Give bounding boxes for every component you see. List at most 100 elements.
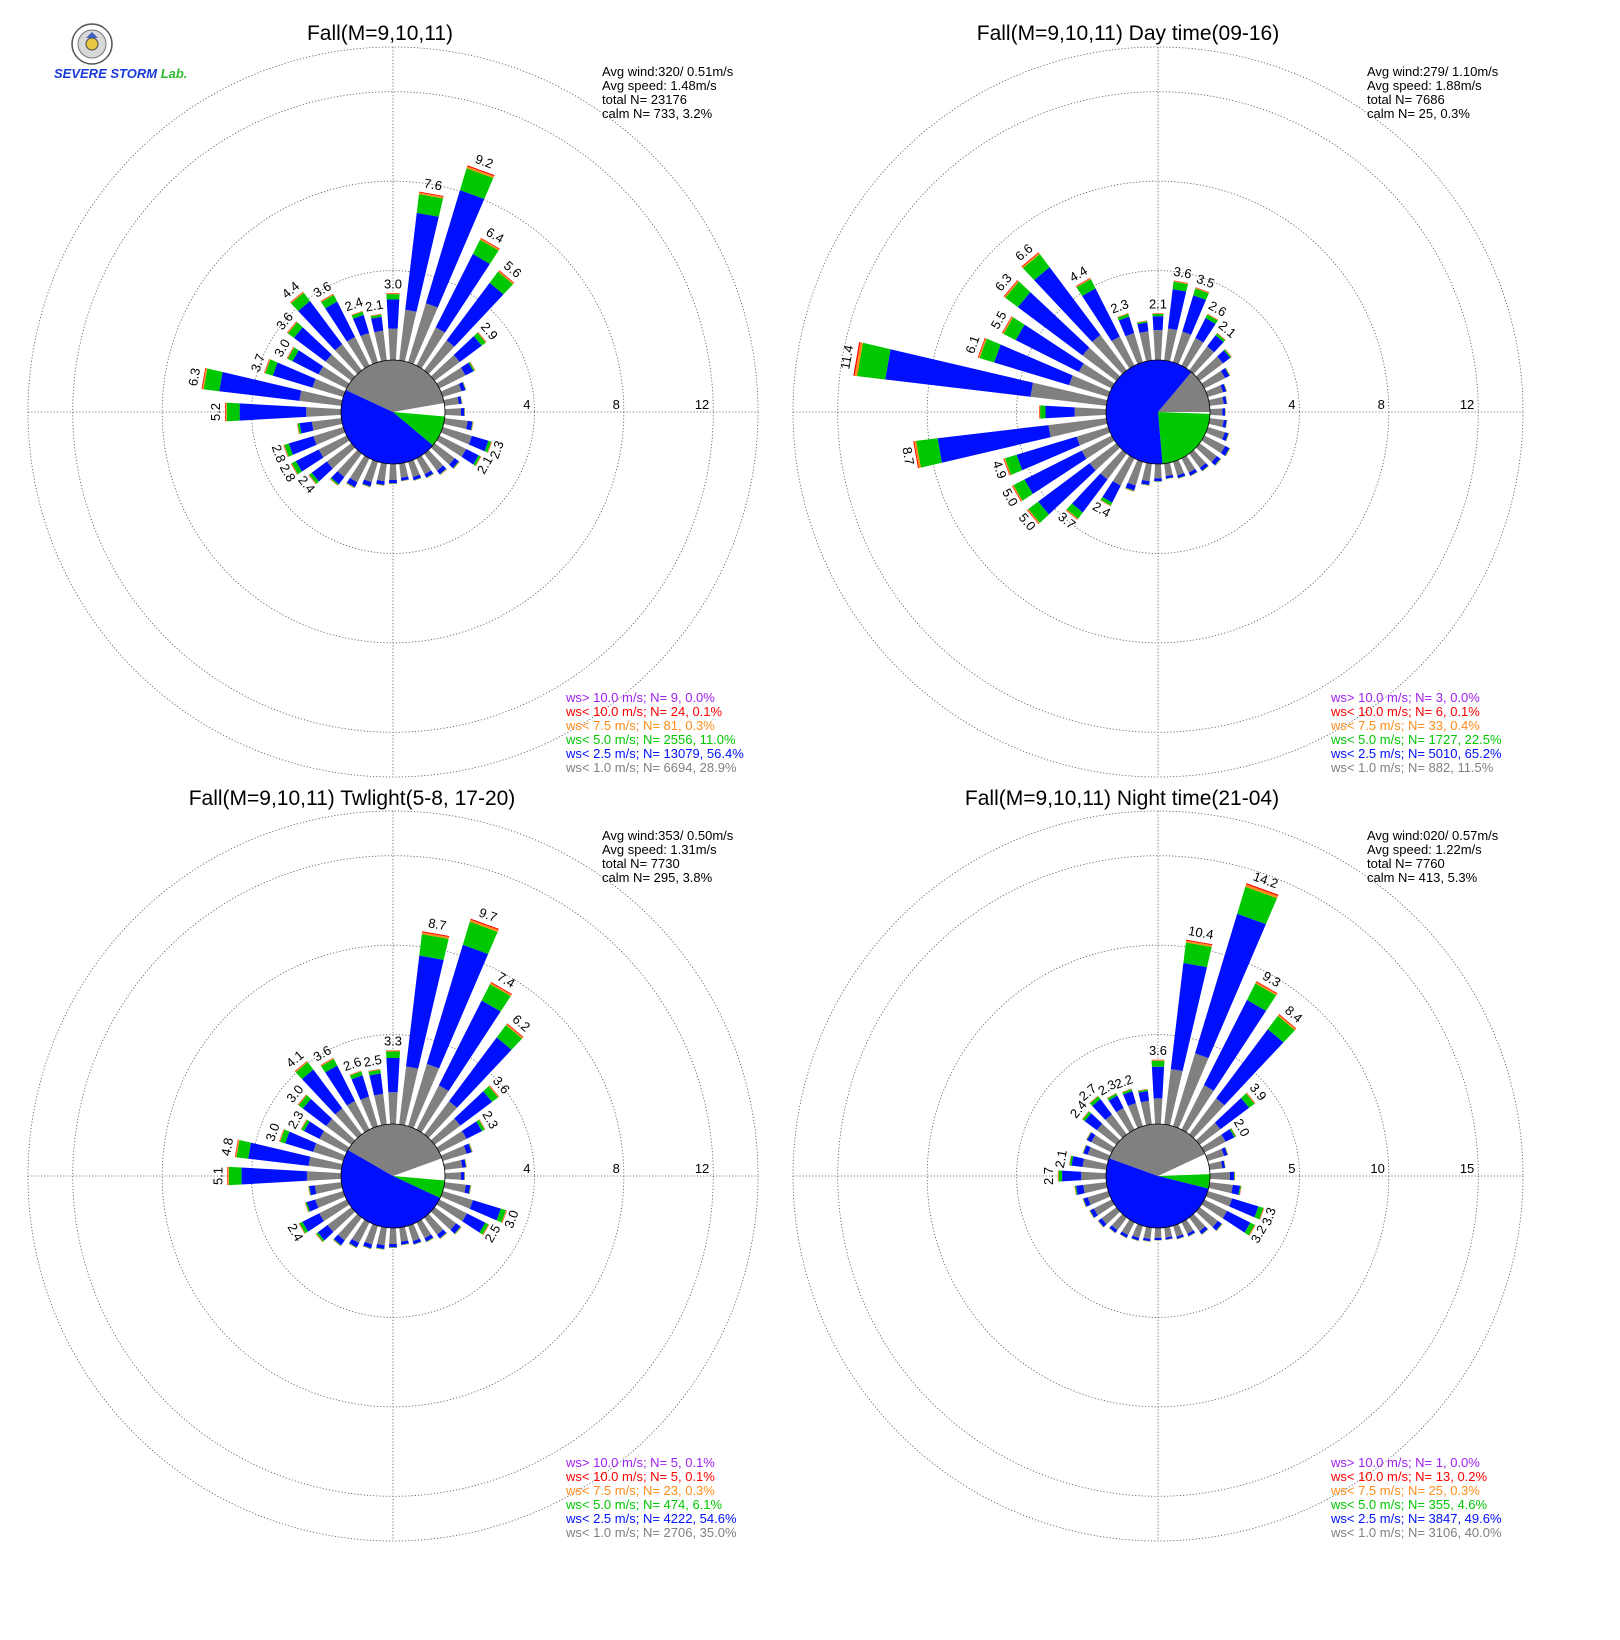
bar-segment-lt2_5 xyxy=(1167,289,1187,331)
bar-segment-lt5 xyxy=(496,1025,523,1050)
bar-segment-lt5 xyxy=(1151,1060,1165,1067)
bar-segment-lt5 xyxy=(1013,479,1033,501)
bar-segment-lt5 xyxy=(299,1221,309,1234)
bar-segment-lt10 xyxy=(234,1139,239,1158)
bar-segment-lt1 xyxy=(360,332,378,365)
bar-segment-lt7_5 xyxy=(1082,1144,1086,1154)
bar-segment-lt2_5 xyxy=(325,1065,356,1106)
bar-total-label: 2.6 xyxy=(341,1054,363,1074)
bar-segment-lt7_5 xyxy=(501,1210,507,1223)
bar-segment-lt5 xyxy=(473,455,481,466)
bar-segment-lt2_5 xyxy=(1034,267,1101,342)
bar-segment-lt10 xyxy=(349,1070,362,1076)
lab-logo: SEVERE STORM Lab. xyxy=(48,22,187,84)
bar-segment-lt2_5 xyxy=(1229,1171,1235,1181)
bar-dir-90 xyxy=(1209,408,1226,416)
bar-segment-lt5 xyxy=(401,479,409,482)
bar-segment-lt5 xyxy=(439,468,447,475)
bar-segment-lt5 xyxy=(454,1226,462,1235)
bar-segment-lt1 xyxy=(1189,1098,1225,1139)
direction-bars: 2.13.6 3.52.62.12.43.75.05.04.98.711.4 6.1… xyxy=(837,241,1239,534)
bar-segment-lt7_5 xyxy=(1119,1234,1127,1239)
bar-segment-lt7_5 xyxy=(1207,313,1219,321)
bar-segment-lt7_5 xyxy=(439,469,447,476)
bar-segment-lt7_5 xyxy=(478,1119,486,1130)
bar-segment-lt5 xyxy=(362,483,371,488)
bar-segment-lt2_5 xyxy=(1216,1029,1284,1106)
stat-avg-speed: Avg speed: 1.22m/s xyxy=(1367,842,1482,857)
bar-segment-lt7_5 xyxy=(469,1143,473,1153)
bar-segment-lt5 xyxy=(284,443,293,457)
bar-segment-lt2_5 xyxy=(1207,335,1224,353)
bar-segment-lt2_5 xyxy=(464,1184,471,1194)
bar-segment-lt1 xyxy=(364,1223,378,1245)
bar-segment-lt1 xyxy=(1189,346,1215,375)
bar-segment-lt7_5 xyxy=(453,461,460,469)
bar-segment-lt10 xyxy=(1086,1131,1091,1140)
bar-segment-lt1 xyxy=(1140,1100,1152,1126)
bar-segment-lt7_5 xyxy=(346,483,355,489)
bar-dir-140 xyxy=(424,449,447,476)
bar-segment-lt1 xyxy=(399,1066,419,1126)
bar-dir-80 xyxy=(443,1159,467,1170)
bar-segment-lt5 xyxy=(1142,1240,1151,1242)
legend-entry: ws> 10.0 m/s; N= 9, 0.0% xyxy=(565,690,715,705)
bar-segment-lt10 xyxy=(1186,939,1213,946)
bar-segment-lt5 xyxy=(1152,313,1164,317)
bar-segment-lt10 xyxy=(480,237,500,250)
bar-segment-lt5 xyxy=(333,1239,342,1246)
bar-segment-lt5 xyxy=(330,477,339,486)
bar-segment-lt7_5 xyxy=(385,1050,401,1052)
bar-segment-lt10 xyxy=(1074,1185,1077,1196)
bar-total-label: 3.5 xyxy=(1195,271,1217,291)
bar-dir-200 xyxy=(362,1223,378,1250)
bar-segment-lt5 xyxy=(1082,1198,1087,1207)
bar-segment-lt5 xyxy=(857,342,891,380)
bar-segment-lt10 xyxy=(440,1233,447,1240)
bar-segment-lt2_5 xyxy=(295,449,324,472)
bar-segment-lt2_5 xyxy=(435,253,490,333)
bar-segment-lt1 xyxy=(377,462,387,482)
bar-segment-lt5 xyxy=(401,1243,409,1246)
bar-segment-lt5 xyxy=(1004,454,1023,475)
pie-slice-lt2_5 xyxy=(1106,1158,1209,1228)
bar-segment-lt7_5 xyxy=(1216,1224,1223,1232)
bar-segment-lt7_5 xyxy=(1188,1232,1196,1237)
bar-segment-lt1 xyxy=(1205,427,1225,440)
bar-segment-lt2_5 xyxy=(1016,436,1080,471)
bar-segment-lt7_5 xyxy=(225,402,227,422)
bar-segment-lt1 xyxy=(313,1143,346,1161)
bar-segment-lt2_5 xyxy=(376,1244,385,1250)
bar-segment-lt5 xyxy=(460,396,463,404)
bar-dir-170 xyxy=(1164,1226,1173,1241)
bar-segment-lt2_5 xyxy=(1083,1197,1091,1207)
bar-segment-lt10 xyxy=(1107,1092,1117,1099)
bar-segment-lt7_5 xyxy=(1082,1111,1090,1120)
bar-segment-lt7_5 xyxy=(1066,509,1079,520)
bar-segment-lt10 xyxy=(913,441,919,469)
stat-avg-wind: Avg wind:279/ 1.10m/s xyxy=(1367,64,1499,79)
bar-dir-0: 2.1 xyxy=(1149,296,1167,361)
bar-dir-0: 3.0 xyxy=(384,276,402,361)
bar-total-label: 8.7 xyxy=(427,915,447,933)
bar-segment-lt10 xyxy=(490,981,513,995)
pie-slice-lt1 xyxy=(345,360,445,412)
calm-speed-pie xyxy=(340,1123,446,1229)
bar-segment-lt2_5 xyxy=(1071,1156,1084,1167)
bar-segment-lt2_5 xyxy=(1221,1129,1235,1142)
bar-segment-lt2_5 xyxy=(1176,1234,1184,1239)
bar-dir-250 xyxy=(304,1191,346,1213)
bar-segment-lt1 xyxy=(1195,1122,1221,1145)
bar-segment-lt1 xyxy=(1092,334,1127,375)
bar-segment-lt1 xyxy=(416,1085,449,1133)
bar-segment-lt5 xyxy=(287,347,299,362)
bar-segment-lt1 xyxy=(1201,435,1226,454)
bar-segment-lt2_5 xyxy=(1142,1237,1151,1242)
bar-dir-80 xyxy=(1208,396,1228,406)
stat-total: total N= 7730 xyxy=(602,856,680,871)
bar-segment-lt7_5 xyxy=(283,444,289,458)
bar-segment-lt2_5 xyxy=(1222,408,1225,416)
bar-dir-270: 5.1 xyxy=(210,1166,342,1186)
bar-segment-lt2_5 xyxy=(468,435,489,452)
bar-segment-lt2_5 xyxy=(309,1185,317,1196)
